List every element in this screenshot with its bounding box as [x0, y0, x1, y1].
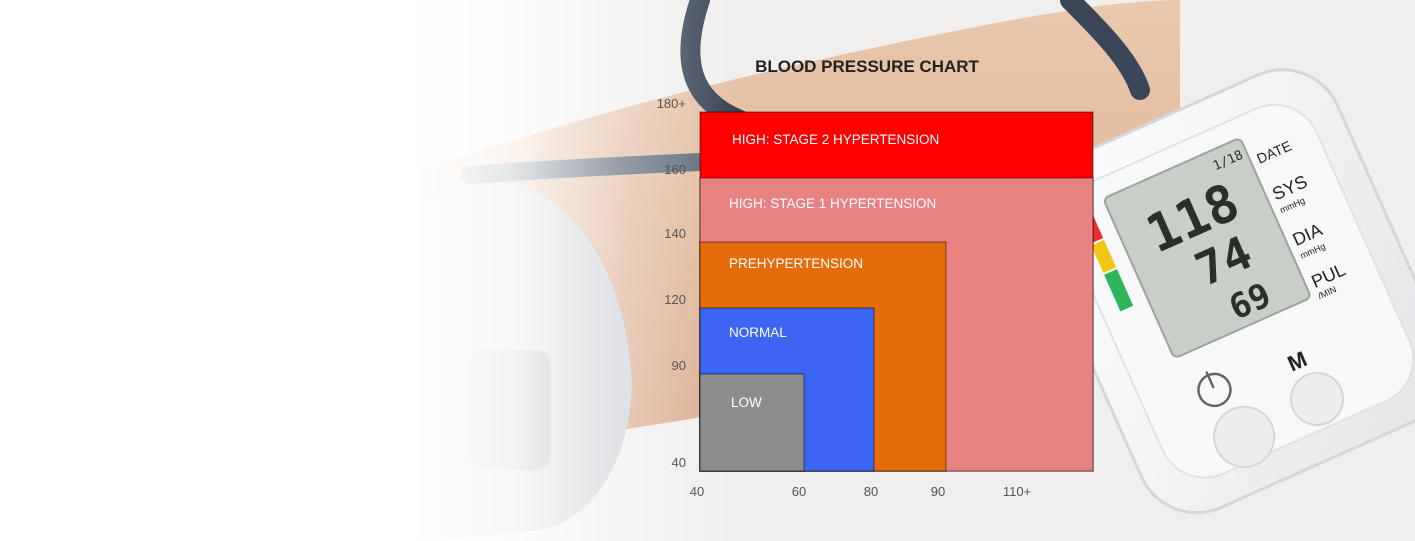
x-tick-label: 40	[690, 484, 704, 499]
x-tick-label: 90	[931, 484, 945, 499]
band-label: HIGH: STAGE 1 HYPERTENSION	[729, 196, 936, 211]
y-tick-label: 180+	[657, 96, 686, 111]
band-label: PREHYPERTENSION	[729, 256, 863, 271]
y-tick-label: 120	[664, 292, 686, 307]
x-tick-label: 110+	[1003, 484, 1031, 499]
y-tick-label: 90	[672, 358, 686, 373]
y-tick-label: 160	[664, 162, 686, 177]
band-label: LOW	[731, 395, 762, 410]
y-tick-label: 40	[672, 455, 686, 470]
y-axis-ticks: 40 90 120 140 160 180+	[657, 96, 686, 470]
y-tick-label: 140	[664, 226, 686, 241]
chart-bands: HIGH: STAGE 2 HYPERTENSION HIGH: STAGE 1 …	[699, 111, 1094, 472]
band-low	[699, 373, 805, 472]
chart-title: BLOOD PRESSURE CHART	[755, 57, 979, 76]
band-label: HIGH: STAGE 2 HYPERTENSION	[732, 132, 939, 147]
x-axis-ticks: 40 60 80 90 110+	[690, 484, 1031, 499]
band-label: NORMAL	[729, 325, 787, 340]
x-tick-label: 80	[864, 484, 878, 499]
x-tick-label: 60	[792, 484, 806, 499]
